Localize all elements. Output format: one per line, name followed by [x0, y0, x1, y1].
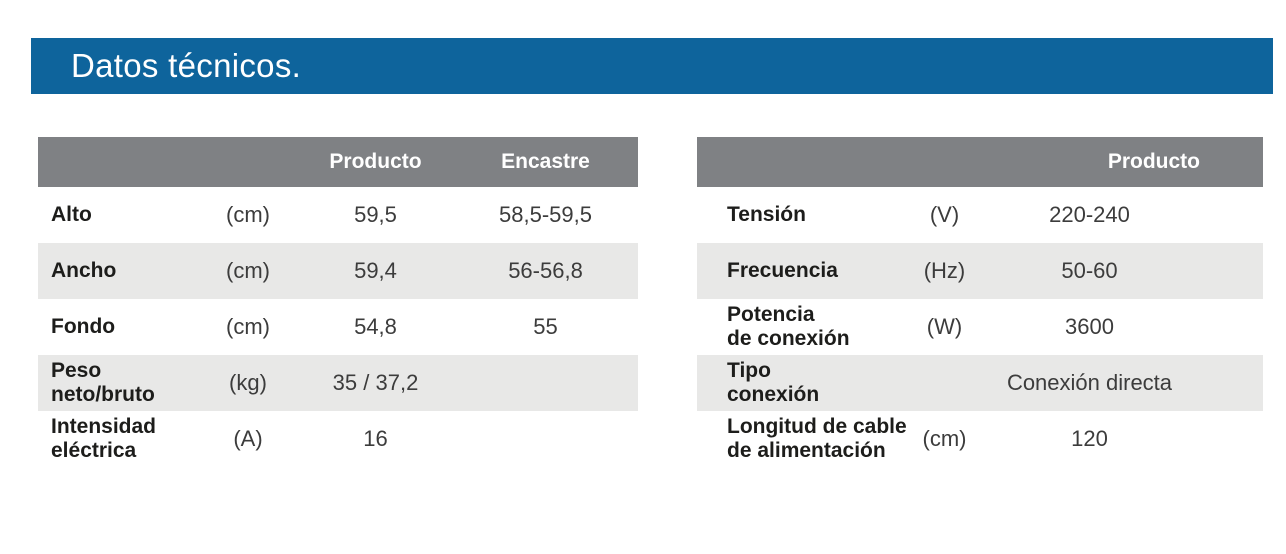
- section-title-bar: Datos técnicos.: [31, 38, 1273, 94]
- table-row: Potencia de conexión (W) 3600: [697, 299, 1263, 355]
- cell-encastre: [453, 355, 638, 411]
- cell-producto: 59,4: [354, 258, 397, 283]
- cell-encastre: 56-56,8: [508, 258, 583, 283]
- row-label: Tipo conexión: [727, 359, 820, 406]
- cell-encastre: [453, 411, 638, 467]
- row-unit: (Hz): [923, 258, 966, 283]
- row-label: Frecuencia: [727, 259, 838, 282]
- table-header-row: Producto: [697, 137, 1263, 187]
- page-title: Datos técnicos.: [71, 47, 302, 84]
- table-row: Ancho (cm) 59,4 56-56,8: [38, 243, 638, 299]
- header-unit-spacer: [198, 137, 298, 187]
- header-unit-spacer: [907, 137, 982, 187]
- row-label: Potencia de conexión: [727, 303, 850, 350]
- row-label: Ancho: [51, 259, 117, 282]
- row-unit: (cm): [226, 258, 270, 283]
- row-unit: (cm): [226, 314, 270, 339]
- table-row: Alto (cm) 59,5 58,5-59,5: [38, 187, 638, 243]
- electrical-table: Producto Tensión (V) 220-240 Frecuencia …: [697, 137, 1263, 467]
- cell-encastre: 55: [533, 314, 558, 339]
- row-label: Intensidad eléctrica: [51, 415, 157, 462]
- cell-producto: 120: [1071, 426, 1108, 451]
- row-unit: (cm): [226, 202, 270, 227]
- row-label: Longitud de cable de alimentación: [727, 415, 907, 462]
- table-row: Fondo (cm) 54,8 55: [38, 299, 638, 355]
- cell-producto: 54,8: [354, 314, 397, 339]
- row-label: Alto: [51, 203, 92, 226]
- header-label-spacer: [697, 137, 907, 187]
- row-label: Tensión: [727, 203, 806, 226]
- row-label: Fondo: [51, 315, 116, 338]
- row-unit: [907, 355, 982, 411]
- cell-producto: 3600: [1065, 314, 1114, 339]
- column-header-encastre: Encastre: [453, 137, 638, 187]
- row-unit: (kg): [229, 370, 267, 395]
- column-header-producto: Producto: [982, 137, 1263, 187]
- row-unit: (V): [929, 202, 960, 227]
- header-label-spacer: [38, 137, 198, 187]
- table-row: Intensidad eléctrica (A) 16: [38, 411, 638, 467]
- dimensions-table: Producto Encastre Alto (cm) 59,5 58,5-59…: [38, 137, 638, 467]
- row-label: Peso neto/bruto: [51, 359, 155, 406]
- table-row: Frecuencia (Hz) 50-60: [697, 243, 1263, 299]
- cell-producto: 50-60: [1061, 258, 1118, 283]
- cell-producto: 220-240: [1049, 202, 1130, 227]
- table-row: Peso neto/bruto (kg) 35 / 37,2: [38, 355, 638, 411]
- row-unit: (cm): [922, 426, 967, 451]
- table-row: Tensión (V) 220-240: [697, 187, 1263, 243]
- table-row: Longitud de cable de alimentación (cm) 1…: [697, 411, 1263, 467]
- cell-producto: 59,5: [354, 202, 397, 227]
- cell-producto: Conexión directa: [1006, 370, 1173, 395]
- row-unit: (W): [926, 314, 963, 339]
- column-header-producto: Producto: [298, 137, 453, 187]
- row-unit: (A): [233, 426, 263, 451]
- table-header-row: Producto Encastre: [38, 137, 638, 187]
- cell-encastre: 58,5-59,5: [499, 202, 592, 227]
- cell-producto: 16: [363, 426, 388, 451]
- table-row: Tipo conexión Conexión directa: [697, 355, 1263, 411]
- cell-producto: 35 / 37,2: [332, 370, 419, 395]
